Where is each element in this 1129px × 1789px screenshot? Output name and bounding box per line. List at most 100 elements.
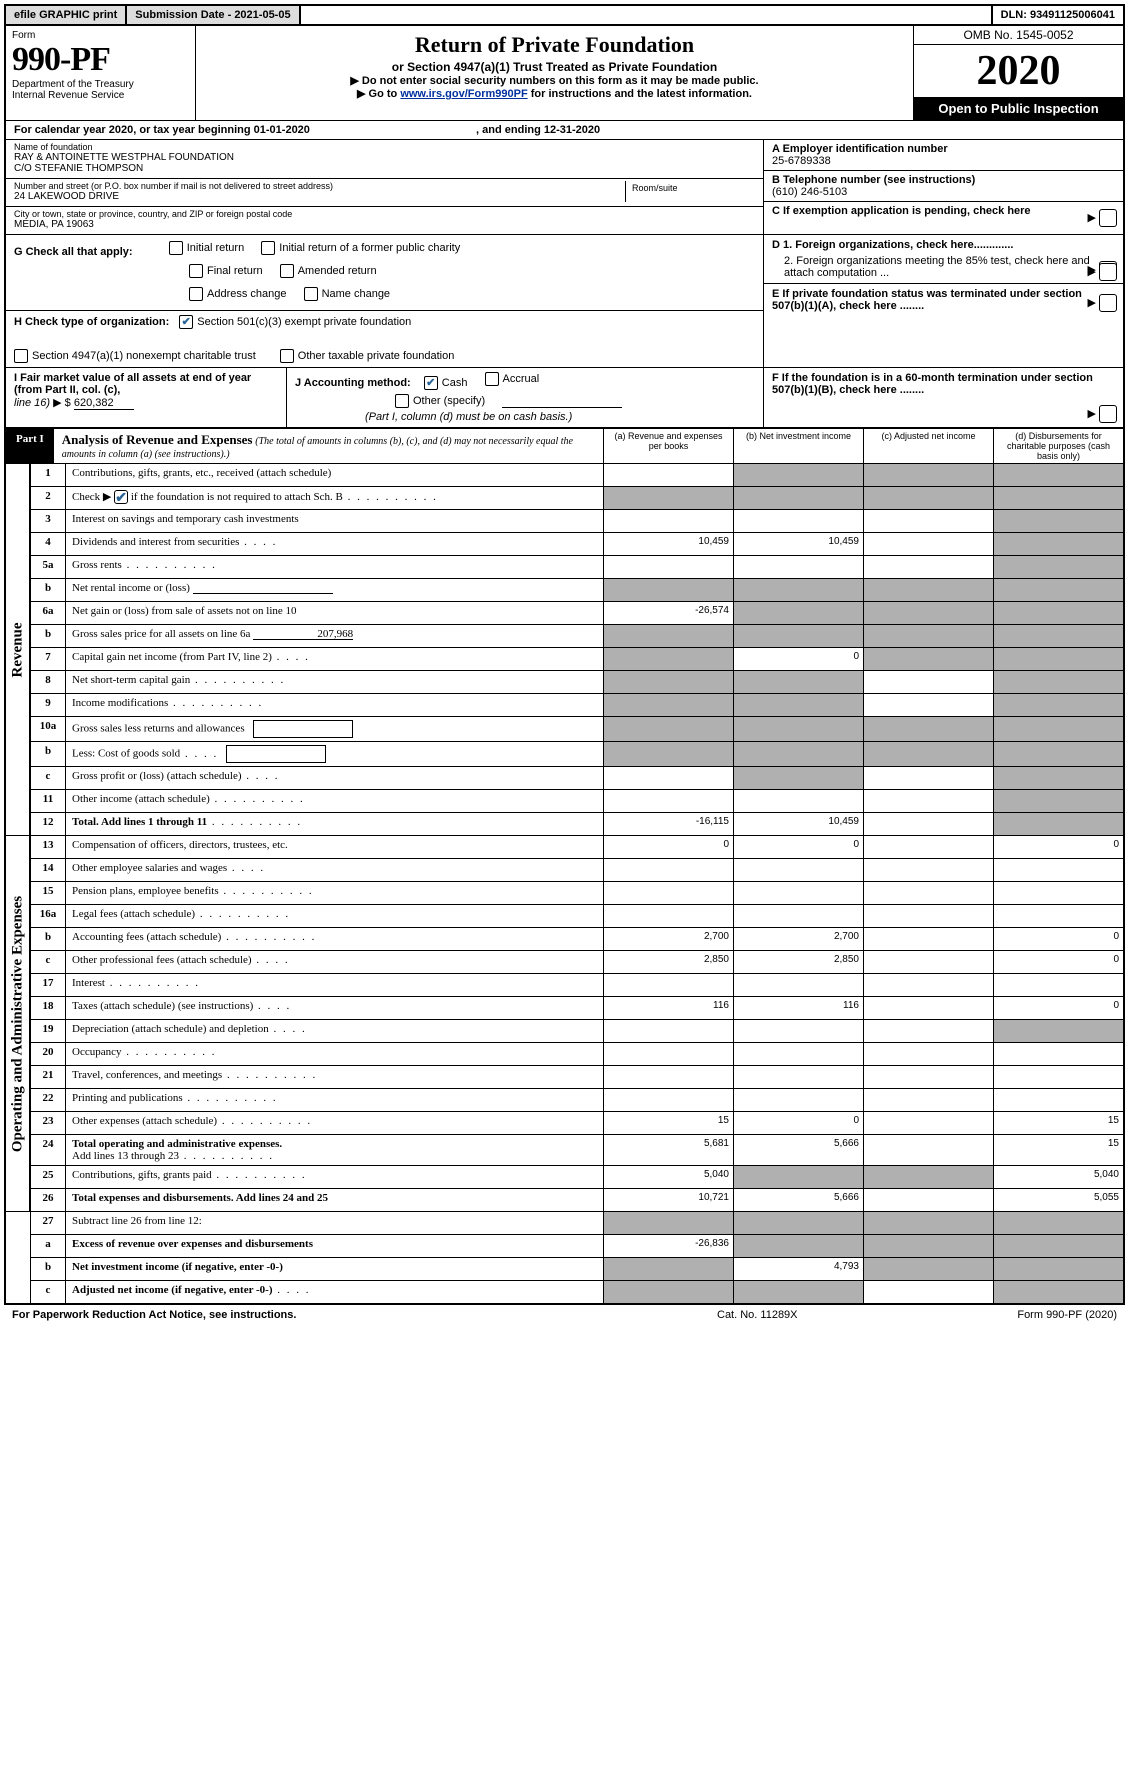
row-num: 19 — [30, 1020, 66, 1042]
row-num: 23 — [30, 1112, 66, 1134]
cell-b: 5,666 — [733, 1189, 863, 1211]
cell-d — [993, 648, 1123, 670]
name-label: Name of foundation — [14, 142, 755, 152]
cell-d: 5,055 — [993, 1189, 1123, 1211]
phone-label: B Telephone number (see instructions) — [772, 174, 1115, 186]
g-name-change-checkbox[interactable] — [304, 287, 318, 301]
row-num: a — [30, 1235, 66, 1257]
j-other-line[interactable] — [502, 407, 622, 408]
cell-d — [993, 1043, 1123, 1065]
dept-2: Internal Revenue Service — [12, 90, 189, 101]
cell-b — [733, 1066, 863, 1088]
cell-d — [993, 1066, 1123, 1088]
identity-block: Name of foundation RAY & ANTOINETTE WEST… — [6, 139, 1123, 234]
c-checkbox[interactable] — [1099, 209, 1117, 227]
row-num: 13 — [30, 836, 66, 858]
col-a-header: (a) Revenue and expenses per books — [603, 429, 733, 463]
row-desc: Excess of revenue over expenses and disb… — [66, 1235, 603, 1257]
page-footer: For Paperwork Reduction Act Notice, see … — [4, 1305, 1125, 1321]
g-initial-return-checkbox[interactable] — [169, 241, 183, 255]
cell-d: 0 — [993, 836, 1123, 858]
h-4947-checkbox[interactable] — [14, 349, 28, 363]
cell-d — [993, 905, 1123, 927]
j-accrual-checkbox[interactable] — [485, 372, 499, 386]
d2-checkbox[interactable] — [1099, 263, 1117, 281]
row-desc: Net gain or (loss) from sale of assets n… — [66, 602, 603, 624]
form-link[interactable]: www.irs.gov/Form990PF — [400, 88, 527, 100]
cell-d — [993, 882, 1123, 904]
cell-c — [863, 671, 993, 693]
cell-c — [863, 882, 993, 904]
f-label: F If the foundation is in a 60-month ter… — [772, 372, 1093, 396]
warn-1: ▶ Do not enter social security numbers o… — [200, 74, 909, 87]
row-num: 17 — [30, 974, 66, 996]
row-desc: Total operating and administrative expen… — [66, 1135, 603, 1165]
row-num: 1 — [30, 464, 66, 486]
efile-print-button[interactable]: efile GRAPHIC print — [6, 6, 127, 24]
row-num: 10a — [30, 717, 66, 741]
sch-b-checkbox[interactable] — [114, 490, 128, 504]
i-label: I Fair market value of all assets at end… — [14, 372, 251, 396]
cell-b — [733, 790, 863, 812]
row-desc: Taxes (attach schedule) (see instruction… — [66, 997, 603, 1019]
cell-d: 5,040 — [993, 1166, 1123, 1188]
cell-b — [733, 742, 863, 766]
f-checkbox[interactable] — [1099, 405, 1117, 423]
calendar-year-row: For calendar year 2020, or tax year begi… — [6, 120, 1123, 139]
row-desc: Gross sales less returns and allowances — [66, 717, 603, 741]
cell-b: 0 — [733, 836, 863, 858]
row-num: b — [30, 579, 66, 601]
cell-b — [733, 671, 863, 693]
h-other-taxable-checkbox[interactable] — [280, 349, 294, 363]
row-num: b — [30, 928, 66, 950]
cell-c — [863, 1135, 993, 1165]
cell-d — [993, 1020, 1123, 1042]
cell-d — [993, 464, 1123, 486]
part1-header: Part I Analysis of Revenue and Expenses … — [6, 427, 1123, 464]
cell-b — [733, 1281, 863, 1303]
cell-a — [603, 648, 733, 670]
cell-c — [863, 1112, 993, 1134]
cell-a — [603, 1066, 733, 1088]
row-num: 6a — [30, 602, 66, 624]
room-label: Room/suite — [625, 181, 755, 202]
cell-a: -16,115 — [603, 813, 733, 835]
e-checkbox[interactable] — [1099, 294, 1117, 312]
cell-a — [603, 487, 733, 509]
footer-formno: Form 990-PF (2020) — [917, 1309, 1117, 1321]
warn-2: ▶ Go to www.irs.gov/Form990PF for instru… — [200, 87, 909, 100]
j-cash-checkbox[interactable] — [424, 376, 438, 390]
foundation-name-1: RAY & ANTOINETTE WESTPHAL FOUNDATION — [14, 152, 755, 163]
j-other-checkbox[interactable] — [395, 394, 409, 408]
cell-c — [863, 928, 993, 950]
cell-d — [993, 742, 1123, 766]
inline-field[interactable] — [193, 582, 333, 594]
top-bar: efile GRAPHIC print Submission Date - 20… — [4, 4, 1125, 26]
cell-b — [733, 1020, 863, 1042]
row-desc: Gross profit or (loss) (attach schedule) — [66, 767, 603, 789]
g-amended-return-checkbox[interactable] — [280, 264, 294, 278]
row-desc: Pension plans, employee benefits — [66, 882, 603, 904]
h-501c3-checkbox[interactable] — [179, 315, 193, 329]
cell-b: 2,850 — [733, 951, 863, 973]
cell-b: 0 — [733, 1112, 863, 1134]
cell-c — [863, 1043, 993, 1065]
g-initial-public-checkbox[interactable] — [261, 241, 275, 255]
cell-a: 116 — [603, 997, 733, 1019]
row-num: 18 — [30, 997, 66, 1019]
row-num: 14 — [30, 859, 66, 881]
g-final-return-checkbox[interactable] — [189, 264, 203, 278]
cell-c — [863, 951, 993, 973]
row-num: 21 — [30, 1066, 66, 1088]
cell-a — [603, 767, 733, 789]
inline-field[interactable] — [253, 720, 353, 738]
row-desc: Adjusted net income (if negative, enter … — [66, 1281, 603, 1303]
cell-a: 5,040 — [603, 1166, 733, 1188]
header-mid: Return of Private Foundation or Section … — [196, 26, 913, 120]
g-address-change-checkbox[interactable] — [189, 287, 203, 301]
cell-d — [993, 1281, 1123, 1303]
inline-field[interactable] — [226, 745, 326, 763]
tax-year: 2020 — [914, 45, 1123, 97]
cell-b — [733, 1212, 863, 1234]
row-desc: Travel, conferences, and meetings — [66, 1066, 603, 1088]
